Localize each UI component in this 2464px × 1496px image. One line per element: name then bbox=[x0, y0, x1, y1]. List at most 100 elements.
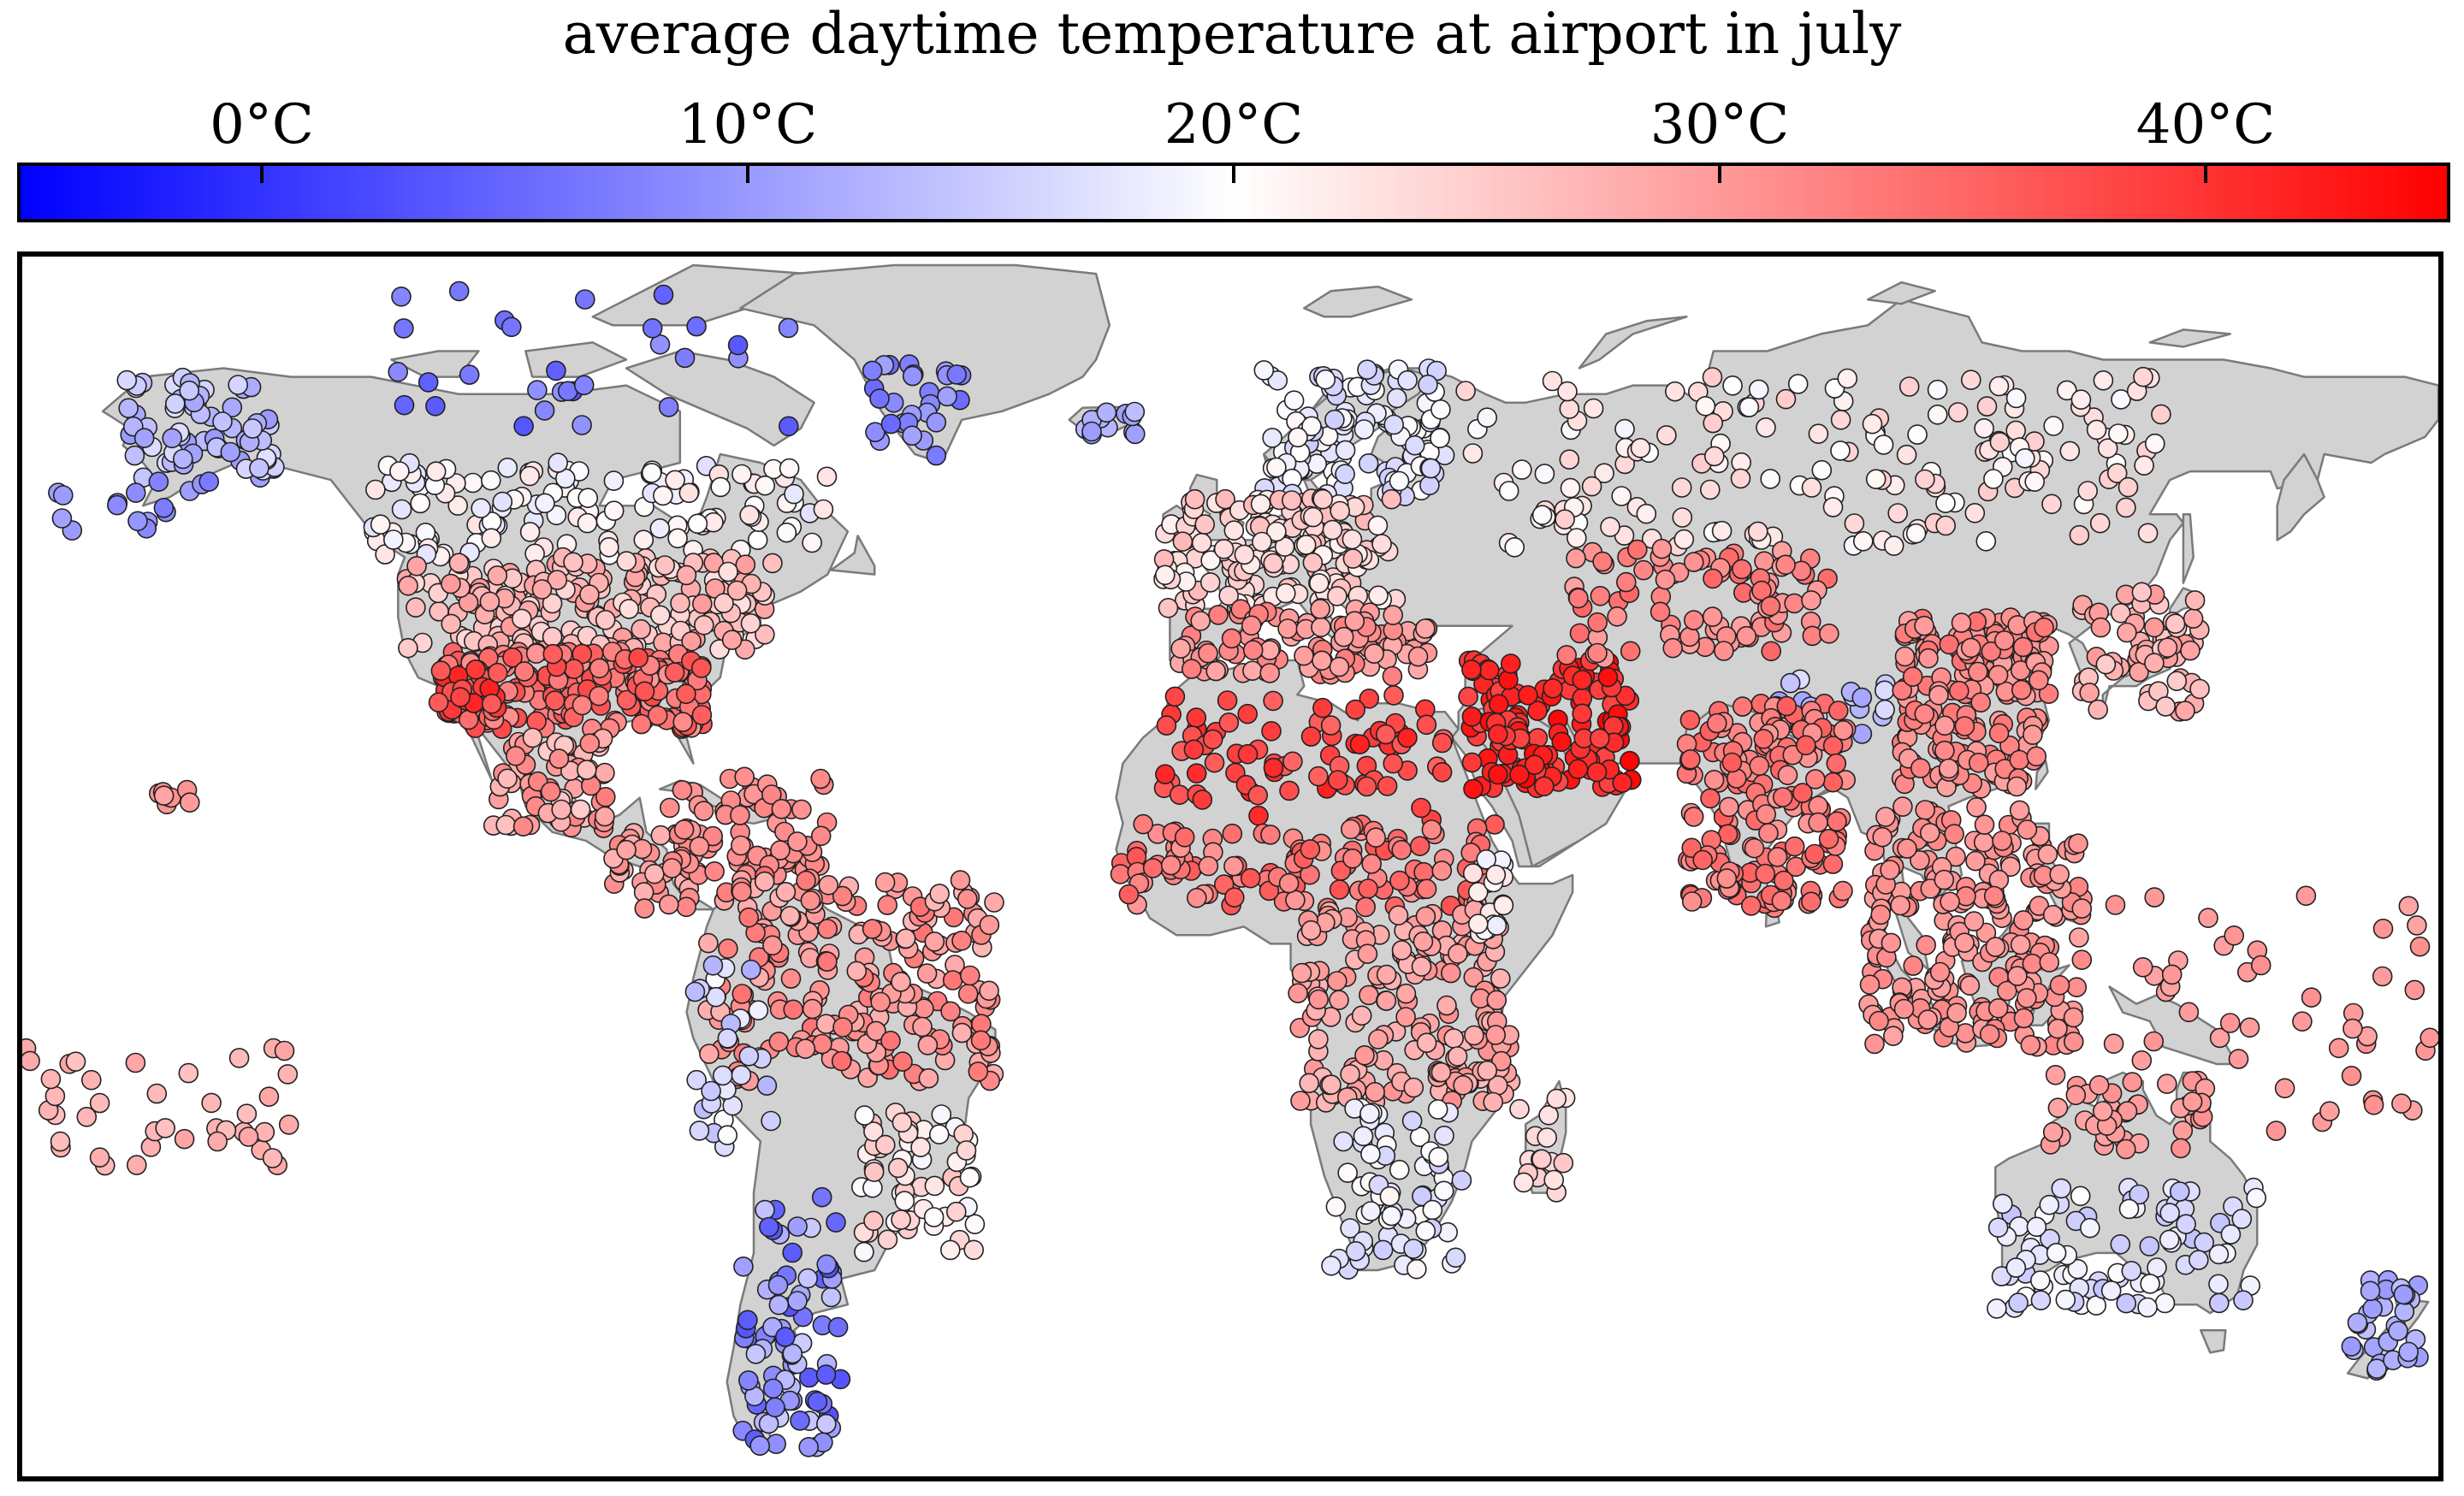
airport-marker bbox=[863, 1210, 884, 1232]
airport-marker bbox=[665, 470, 685, 491]
airport-marker bbox=[1568, 588, 1589, 609]
airport-marker bbox=[1679, 626, 1700, 647]
airport-marker bbox=[1684, 610, 1704, 630]
airport-marker bbox=[714, 593, 734, 613]
airport-marker bbox=[2068, 833, 2088, 854]
airport-marker bbox=[1918, 647, 1939, 669]
airport-marker bbox=[398, 637, 418, 659]
airport-marker bbox=[2030, 1290, 2052, 1310]
airport-marker bbox=[827, 1316, 849, 1338]
airport-marker bbox=[1169, 784, 1190, 806]
airport-marker bbox=[1630, 438, 1651, 458]
airport-marker bbox=[1462, 863, 1484, 884]
airport-marker bbox=[1732, 696, 1753, 717]
airport-marker bbox=[2184, 590, 2206, 611]
airport-marker bbox=[826, 1212, 846, 1233]
airport-marker bbox=[1504, 536, 1525, 558]
airport-marker bbox=[1534, 776, 1555, 797]
airport-marker bbox=[1600, 517, 1620, 537]
airport-marker bbox=[891, 1112, 913, 1133]
airport-marker bbox=[1416, 878, 1437, 900]
airport-marker bbox=[589, 658, 610, 679]
airport-marker bbox=[1934, 740, 1955, 761]
airport-marker bbox=[1431, 860, 1453, 881]
airport-marker bbox=[1359, 985, 1379, 1006]
land-novaya-zemlya bbox=[1578, 316, 1688, 370]
airport-marker bbox=[2043, 416, 2064, 436]
airport-marker bbox=[1186, 763, 1207, 784]
airport-marker bbox=[1869, 1010, 1889, 1032]
airport-marker bbox=[1448, 943, 1468, 964]
airport-marker bbox=[1300, 839, 1321, 860]
airport-marker bbox=[1217, 690, 1238, 711]
airport-marker bbox=[1282, 751, 1303, 772]
airport-marker bbox=[546, 360, 566, 381]
airport-marker bbox=[2189, 678, 2210, 700]
airport-marker bbox=[863, 1162, 885, 1182]
airport-marker bbox=[2088, 699, 2108, 720]
airport-marker bbox=[1252, 531, 1272, 553]
airport-marker bbox=[1376, 964, 1397, 985]
airport-marker bbox=[1730, 468, 1751, 489]
airport-marker bbox=[2042, 904, 2064, 925]
airport-marker bbox=[1968, 661, 1988, 683]
airport-marker bbox=[365, 479, 386, 500]
airport-marker bbox=[678, 482, 700, 504]
airport-marker bbox=[1883, 535, 1904, 556]
airport-marker bbox=[2169, 1181, 2190, 1202]
airport-marker bbox=[1961, 370, 1981, 390]
airport-marker bbox=[738, 907, 760, 928]
airport-marker bbox=[2079, 683, 2100, 703]
airport-marker bbox=[1987, 997, 2009, 1019]
airport-marker bbox=[479, 591, 500, 612]
airport-marker bbox=[127, 511, 148, 532]
airport-marker bbox=[1302, 552, 1324, 573]
airport-marker bbox=[1267, 370, 1288, 391]
airport-marker bbox=[1198, 855, 1219, 877]
airport-marker bbox=[790, 1410, 810, 1431]
colorbar: 0°C 10°C 20°C 30°C 40°C bbox=[17, 94, 2450, 224]
airport-marker bbox=[1935, 515, 1956, 536]
airport-marker bbox=[2117, 1101, 2138, 1121]
airport-marker bbox=[2161, 964, 2183, 985]
airport-marker bbox=[1559, 399, 1580, 419]
airport-marker bbox=[1213, 539, 1235, 559]
airport-marker bbox=[1760, 469, 1780, 489]
airport-marker bbox=[1311, 617, 1331, 638]
airport-marker bbox=[1612, 772, 1632, 794]
airport-marker bbox=[2228, 1049, 2249, 1069]
airport-marker bbox=[2095, 653, 2117, 675]
airport-marker bbox=[573, 375, 595, 396]
airport-marker bbox=[572, 695, 593, 716]
airport-marker bbox=[740, 959, 761, 980]
airport-marker bbox=[1451, 1170, 1472, 1191]
airport-marker bbox=[1627, 539, 1648, 560]
airport-marker bbox=[807, 1391, 828, 1412]
airport-marker bbox=[970, 1030, 992, 1051]
airport-marker bbox=[148, 471, 169, 493]
airport-marker bbox=[1651, 538, 1673, 559]
airport-marker bbox=[1407, 1258, 1427, 1280]
airport-marker bbox=[2116, 1292, 2136, 1314]
airport-marker bbox=[178, 1062, 199, 1084]
airport-marker bbox=[1182, 659, 1202, 679]
airport-marker bbox=[2209, 1027, 2230, 1049]
airport-marker bbox=[2116, 1138, 2136, 1160]
airport-marker bbox=[2110, 1234, 2131, 1255]
airport-marker bbox=[2182, 1091, 2203, 1112]
airport-marker bbox=[1421, 819, 1442, 840]
airport-marker bbox=[2372, 966, 2393, 987]
airport-marker bbox=[1359, 1103, 1380, 1124]
airport-marker bbox=[595, 609, 616, 630]
airport-marker bbox=[1679, 709, 1701, 730]
airport-marker bbox=[2189, 1250, 2209, 1270]
airport-marker bbox=[1485, 864, 1507, 885]
airport-marker bbox=[1775, 388, 1797, 410]
airport-marker bbox=[1208, 605, 1229, 625]
airport-marker bbox=[1749, 755, 1770, 777]
airport-marker bbox=[1614, 418, 1635, 440]
airport-marker bbox=[2118, 1198, 2140, 1220]
airport-marker bbox=[1716, 868, 1738, 889]
airport-marker bbox=[691, 705, 713, 725]
airport-marker bbox=[1775, 554, 1796, 576]
